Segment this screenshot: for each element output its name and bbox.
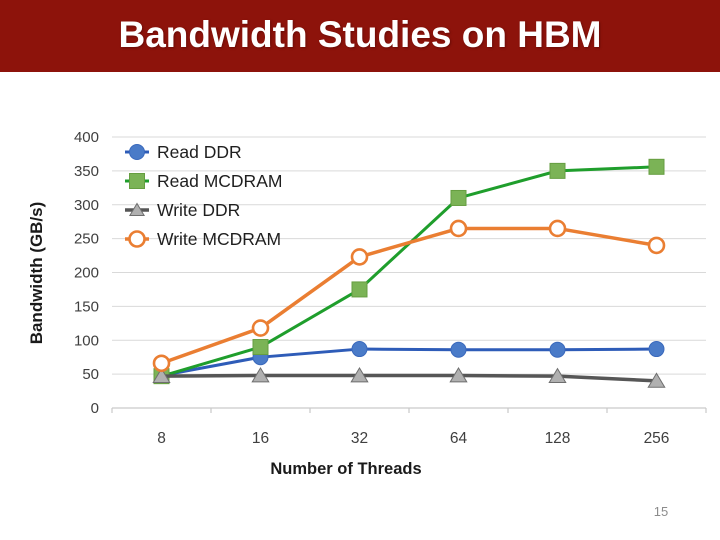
y-axis-title: Bandwidth (GB/s)	[27, 202, 46, 345]
y-tick-label: 250	[74, 231, 99, 248]
y-tick-label: 200	[74, 265, 99, 282]
series-marker-read-mcdram	[648, 158, 665, 175]
series-marker-read-ddr	[549, 341, 566, 358]
series-marker-write-mcdram	[548, 219, 567, 238]
y-tick-label: 50	[82, 366, 99, 383]
series-marker-write-mcdram	[251, 319, 270, 337]
slide-title-bar: Bandwidth Studies on HBM	[0, 0, 720, 72]
series-marker-read-mcdram	[450, 189, 467, 206]
legend-marker-write-ddr	[128, 202, 146, 217]
series-line-write-ddr	[161, 373, 657, 383]
x-axis-title: Number of Threads	[270, 460, 421, 478]
legend-label-read-ddr: Read DDR	[157, 142, 242, 162]
legend-marker-read-mcdram	[129, 173, 145, 189]
page-number: 15	[653, 504, 669, 519]
series-marker-write-mcdram	[152, 354, 171, 373]
series-marker-write-ddr	[548, 367, 567, 384]
x-tick-label: 32	[351, 430, 368, 447]
series-marker-write-mcdram	[647, 236, 666, 255]
series-marker-write-mcdram	[449, 219, 468, 238]
y-tick-label: 150	[74, 298, 99, 315]
series-marker-read-mcdram	[549, 162, 566, 179]
series-marker-write-ddr	[152, 367, 171, 384]
x-tick-label: 64	[450, 430, 468, 447]
series-marker-write-ddr	[251, 367, 270, 383]
series-marker-read-ddr	[648, 341, 665, 358]
series-line-read-mcdram	[161, 165, 657, 378]
series-marker-read-mcdram	[252, 339, 269, 356]
y-tick-label: 100	[74, 332, 99, 349]
legend-marker-read-ddr	[129, 144, 145, 160]
series-marker-write-ddr	[647, 372, 666, 388]
x-tick-label: 8	[157, 430, 166, 447]
y-tick-label: 300	[74, 197, 99, 214]
series-marker-read-mcdram	[351, 281, 368, 298]
legend-marker-write-mcdram	[128, 230, 146, 248]
series-marker-write-ddr	[350, 367, 369, 383]
y-tick-label: 400	[74, 129, 99, 146]
slide-title: Bandwidth Studies on HBM	[118, 14, 602, 55]
series-line-read-ddr	[161, 347, 657, 377]
series-marker-read-ddr	[450, 341, 467, 358]
x-tick-label: 16	[252, 430, 269, 447]
legend-label-read-mcdram: Read MCDRAM	[157, 171, 282, 191]
series-marker-write-ddr	[449, 367, 468, 383]
x-tick-label: 128	[545, 430, 571, 447]
legend-label-write-mcdram: Write MCDRAM	[157, 229, 281, 249]
series-line-write-mcdram	[160, 226, 657, 365]
series-marker-write-mcdram	[350, 248, 369, 266]
y-tick-label: 0	[91, 400, 99, 417]
legend-label-write-ddr: Write DDR	[157, 200, 240, 220]
x-tick-label: 256	[644, 430, 670, 447]
y-tick-label: 350	[74, 163, 99, 180]
series-marker-read-ddr	[351, 341, 368, 358]
